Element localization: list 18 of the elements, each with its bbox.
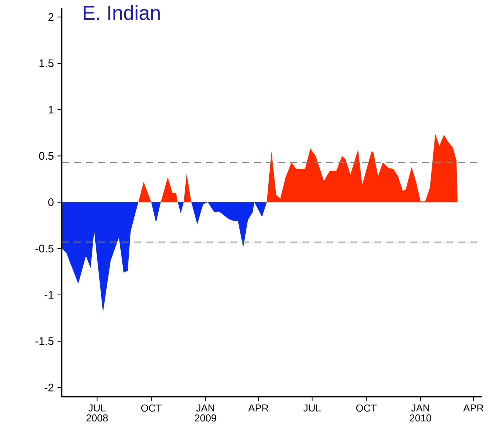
y-tick-label: 2 <box>48 13 54 22</box>
y-tick-label: 1 <box>48 106 54 114</box>
x-tick-label: JAN 2010 <box>410 404 432 422</box>
x-tick-label: APR <box>248 404 269 412</box>
y-tick-label: 1.5 <box>40 60 54 68</box>
x-tick-label: JUL <box>304 404 321 412</box>
y-tick-label: 0 <box>48 198 54 206</box>
x-tick-label: JUL 2008 <box>86 404 108 422</box>
y-tick-label: -0.5 <box>36 244 54 253</box>
x-tick-label: OCT <box>356 404 377 412</box>
y-tick-label: 0.5 <box>39 152 54 160</box>
x-tick-label: APR <box>463 404 484 412</box>
y-tick-label: -1.5 <box>36 338 54 346</box>
x-tick-label: JAN 2009 <box>195 404 216 422</box>
x-tick-label: OCT <box>141 404 162 412</box>
y-tick-label: -2 <box>44 384 54 392</box>
y-tick-label: -1 <box>44 291 54 299</box>
chart-title: E. Indian <box>84 6 160 20</box>
